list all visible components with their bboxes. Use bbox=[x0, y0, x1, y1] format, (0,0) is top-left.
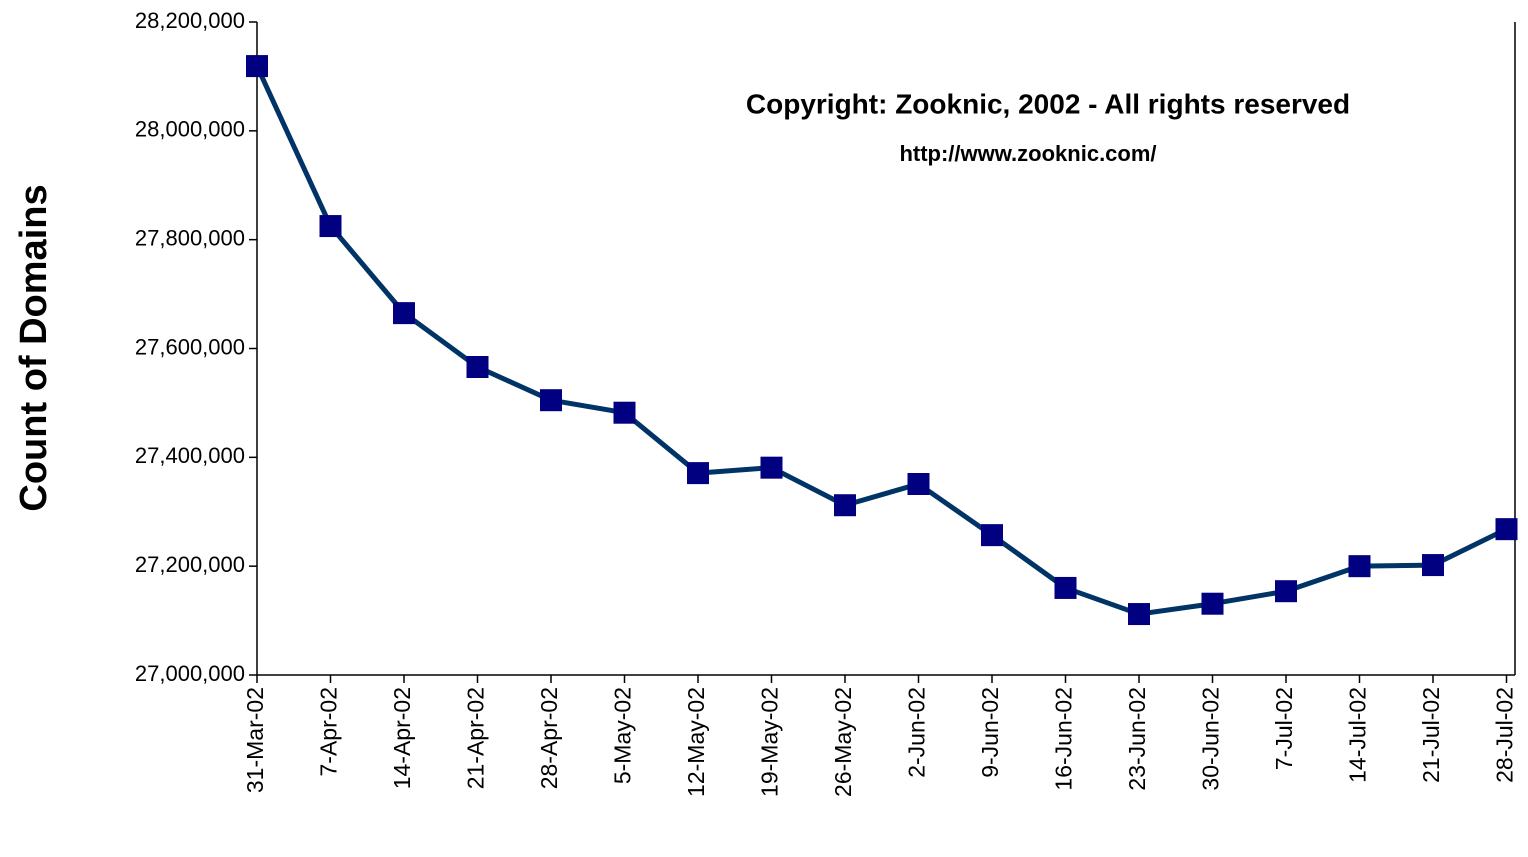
data-marker bbox=[393, 302, 415, 325]
y-tick-label: 27,600,000 bbox=[135, 334, 245, 359]
y-tick-label: 27,200,000 bbox=[135, 552, 245, 577]
data-marker bbox=[246, 55, 268, 78]
data-marker bbox=[540, 389, 562, 412]
data-marker bbox=[319, 215, 342, 238]
data-marker bbox=[1275, 580, 1297, 603]
data-marker bbox=[1422, 554, 1444, 577]
x-tick-label: 21-Jul-02 bbox=[1418, 687, 1444, 783]
data-line bbox=[254, 65, 1508, 617]
data-marker bbox=[687, 462, 709, 485]
y-tick-label: 27,400,000 bbox=[135, 443, 245, 468]
annotation: http://www.zooknic.com/ bbox=[899, 141, 1156, 166]
x-tick-label: 21-Apr-02 bbox=[463, 687, 489, 789]
y-tick-label: 27,800,000 bbox=[135, 225, 245, 250]
data-marker bbox=[466, 356, 489, 379]
x-tick-label: 16-Jun-02 bbox=[1051, 687, 1077, 791]
data-marker bbox=[1348, 555, 1371, 578]
x-tick-label: 14-Apr-02 bbox=[389, 687, 415, 789]
x-tick-label: 7-Jul-02 bbox=[1271, 687, 1297, 770]
x-tick-label: 23-Jun-02 bbox=[1124, 687, 1150, 791]
y-axis-label: Count of Domains bbox=[13, 184, 55, 511]
x-tick-label: 14-Jul-02 bbox=[1345, 687, 1371, 783]
annotation: Copyright: Zooknic, 2002 - All rights re… bbox=[746, 88, 1350, 119]
x-tick-label: 28-Jul-02 bbox=[1492, 687, 1518, 783]
x-tick-label: 2-Jun-02 bbox=[904, 687, 930, 778]
y-tick-label: 28,200,000 bbox=[135, 8, 245, 33]
data-marker bbox=[760, 456, 783, 479]
x-tick-label: 28-Apr-02 bbox=[536, 687, 562, 789]
x-tick-label: 9-Jun-02 bbox=[977, 687, 1003, 778]
x-tick-label: 5-May-02 bbox=[610, 687, 636, 784]
data-marker bbox=[1128, 603, 1150, 626]
x-tick-label: 19-May-02 bbox=[757, 687, 783, 797]
y-tick-label: 28,000,000 bbox=[135, 117, 245, 142]
x-tick-label: 12-May-02 bbox=[683, 687, 709, 797]
x-tick-label: 26-May-02 bbox=[830, 687, 856, 797]
x-tick-label: 31-Mar-02 bbox=[242, 687, 268, 793]
data-marker bbox=[907, 472, 930, 495]
x-tick-label: 30-Jun-02 bbox=[1198, 687, 1224, 791]
data-marker bbox=[834, 494, 856, 517]
data-marker bbox=[1054, 576, 1077, 599]
x-tick-label: 7-Apr-02 bbox=[316, 687, 342, 776]
data-marker bbox=[1495, 518, 1518, 541]
y-tick-label: 27,000,000 bbox=[135, 661, 245, 686]
data-marker bbox=[1201, 592, 1224, 615]
data-marker bbox=[981, 524, 1003, 547]
data-marker bbox=[613, 401, 636, 424]
